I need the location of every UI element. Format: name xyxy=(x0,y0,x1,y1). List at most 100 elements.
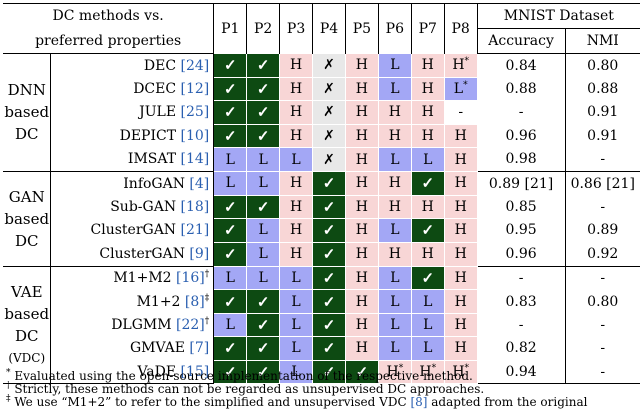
method-name: IMSAT [14] xyxy=(50,147,215,172)
methods-header: DC methods vs. xyxy=(3,3,215,29)
method-citation: [24] xyxy=(180,57,210,74)
method-name: DEPICT [10] xyxy=(50,124,215,148)
property-cell: H xyxy=(410,76,445,102)
accuracy-value: 0.96 xyxy=(477,242,566,267)
accuracy-value: 0.82 xyxy=(477,336,566,361)
property-cell: ✓ xyxy=(213,218,248,243)
comparison-table: DC methods vs. P1 P2 P3 P4 P5 P6 P7 P8 M… xyxy=(3,3,640,385)
property-cell: L xyxy=(213,312,248,338)
prop-header: P7 xyxy=(411,3,445,54)
property-cell: H xyxy=(279,170,314,196)
property-cell: ✓ xyxy=(213,123,248,149)
group-label: GAN based DC xyxy=(3,171,52,267)
property-cell: ✓ xyxy=(213,76,248,102)
property-cell: H xyxy=(410,194,445,220)
property-cell: L xyxy=(246,241,281,267)
nmi-value: 0.91 xyxy=(587,127,619,144)
property-cell: H xyxy=(344,218,379,243)
group-label-line: DNN xyxy=(7,81,46,100)
method-name: DEC [24] xyxy=(50,53,215,78)
property-cell: ✓ xyxy=(246,312,281,338)
nmi-value: - xyxy=(600,363,606,380)
nmi-value: 0.80 xyxy=(587,57,619,74)
footnotes: * Evaluated using the open-source implem… xyxy=(6,368,640,409)
property-cell: ✓ xyxy=(410,170,445,196)
property-cell: ✓ xyxy=(246,76,281,102)
property-cell: L xyxy=(410,147,445,172)
nmi-value: 0.92 xyxy=(587,245,619,262)
accuracy-value: 0.83 xyxy=(477,289,566,314)
property-cell: H xyxy=(377,100,412,125)
method-label: VaDE xyxy=(137,363,181,380)
prop-header: P5 xyxy=(345,3,379,54)
method-citation: [15] xyxy=(180,363,210,380)
accuracy-value: 0.85 xyxy=(477,195,566,219)
nmi-value: - xyxy=(600,199,606,216)
nmi-value: - xyxy=(600,316,606,333)
method-label: DLGMM xyxy=(111,316,177,333)
property-cell: ✗ xyxy=(312,76,346,102)
property-cell: ✓ xyxy=(312,241,346,267)
method-citation: [8] xyxy=(184,293,205,310)
property-cell: H xyxy=(344,265,379,291)
property-cell: ✓ xyxy=(213,241,248,267)
prop-header: P4 xyxy=(312,3,346,54)
accuracy-value: - xyxy=(477,100,566,125)
accuracy-value: 0.95 xyxy=(477,218,566,243)
property-cell: ✓ xyxy=(246,194,281,220)
property-cell: H xyxy=(443,289,478,314)
method-name: GMVAE [7] xyxy=(50,336,215,361)
method-citation: [7] xyxy=(189,340,210,357)
footnote-mark: * xyxy=(6,368,11,378)
method-citation: [25] xyxy=(180,104,210,121)
method-label: M1+2 xyxy=(136,293,185,310)
method-label: M1+M2 xyxy=(113,270,177,287)
property-cell: L xyxy=(377,289,412,314)
cell-footnote-mark: * xyxy=(463,80,468,91)
property-cell: H xyxy=(443,123,478,149)
group-label-line: based xyxy=(4,103,50,122)
property-cell: ✓ xyxy=(246,53,281,78)
prop-header: P8 xyxy=(444,3,478,54)
cell-value: H xyxy=(419,364,432,381)
accuracy-value: - xyxy=(477,266,566,290)
cell-footnote-mark: * xyxy=(398,363,404,374)
nmi-value: 0.80 xyxy=(587,293,619,310)
footnote-mark: † xyxy=(6,381,11,391)
method-citation: [10] xyxy=(180,127,210,144)
method-label: DEPICT xyxy=(119,127,181,144)
method-name: ClusterGAN [21] xyxy=(50,218,215,243)
method-label: Sub-GAN xyxy=(110,199,181,216)
property-cell: H* xyxy=(410,359,445,385)
method-footnote-mark: † xyxy=(204,316,210,327)
property-cell: H xyxy=(410,53,445,78)
footnote: † Strictly, these methods can not be reg… xyxy=(6,381,640,396)
cell-value: H xyxy=(452,364,465,381)
property-cell: L xyxy=(213,170,248,196)
nmi-value: 0.88 xyxy=(587,81,619,98)
property-cell: ✓ xyxy=(312,336,346,361)
property-cell: ✓ xyxy=(213,289,248,314)
method-footnote-mark: ‡ xyxy=(204,292,210,303)
property-cell: H xyxy=(377,123,412,149)
property-cell: H xyxy=(344,53,379,78)
property-cell: H xyxy=(344,123,379,149)
accuracy-value: 0.89 [21] xyxy=(477,171,566,196)
property-cell: H xyxy=(279,241,314,267)
property-cell: H xyxy=(344,147,379,172)
property-cell: L xyxy=(279,336,314,361)
property-cell: H xyxy=(410,241,445,267)
property-cell: ✓ xyxy=(246,359,281,385)
property-cell: H xyxy=(443,265,478,291)
property-cell: H xyxy=(344,289,379,314)
footnote-text-tail: adapted from the original xyxy=(427,395,588,409)
method-name: M1+2 [8]‡ xyxy=(50,289,215,314)
group-label: DNN based DC xyxy=(3,53,52,172)
footnote-text: We use “M1+2” to refer to the simplified… xyxy=(10,395,411,409)
method-name: DLGMM [22]† xyxy=(50,313,215,337)
method-name: M1+M2 [16]† xyxy=(50,266,215,290)
cell-footnote-mark: * xyxy=(464,363,470,374)
property-cell: ✗ xyxy=(312,100,346,125)
property-cell: H xyxy=(344,312,379,338)
group-label-line: VAE xyxy=(10,282,43,301)
